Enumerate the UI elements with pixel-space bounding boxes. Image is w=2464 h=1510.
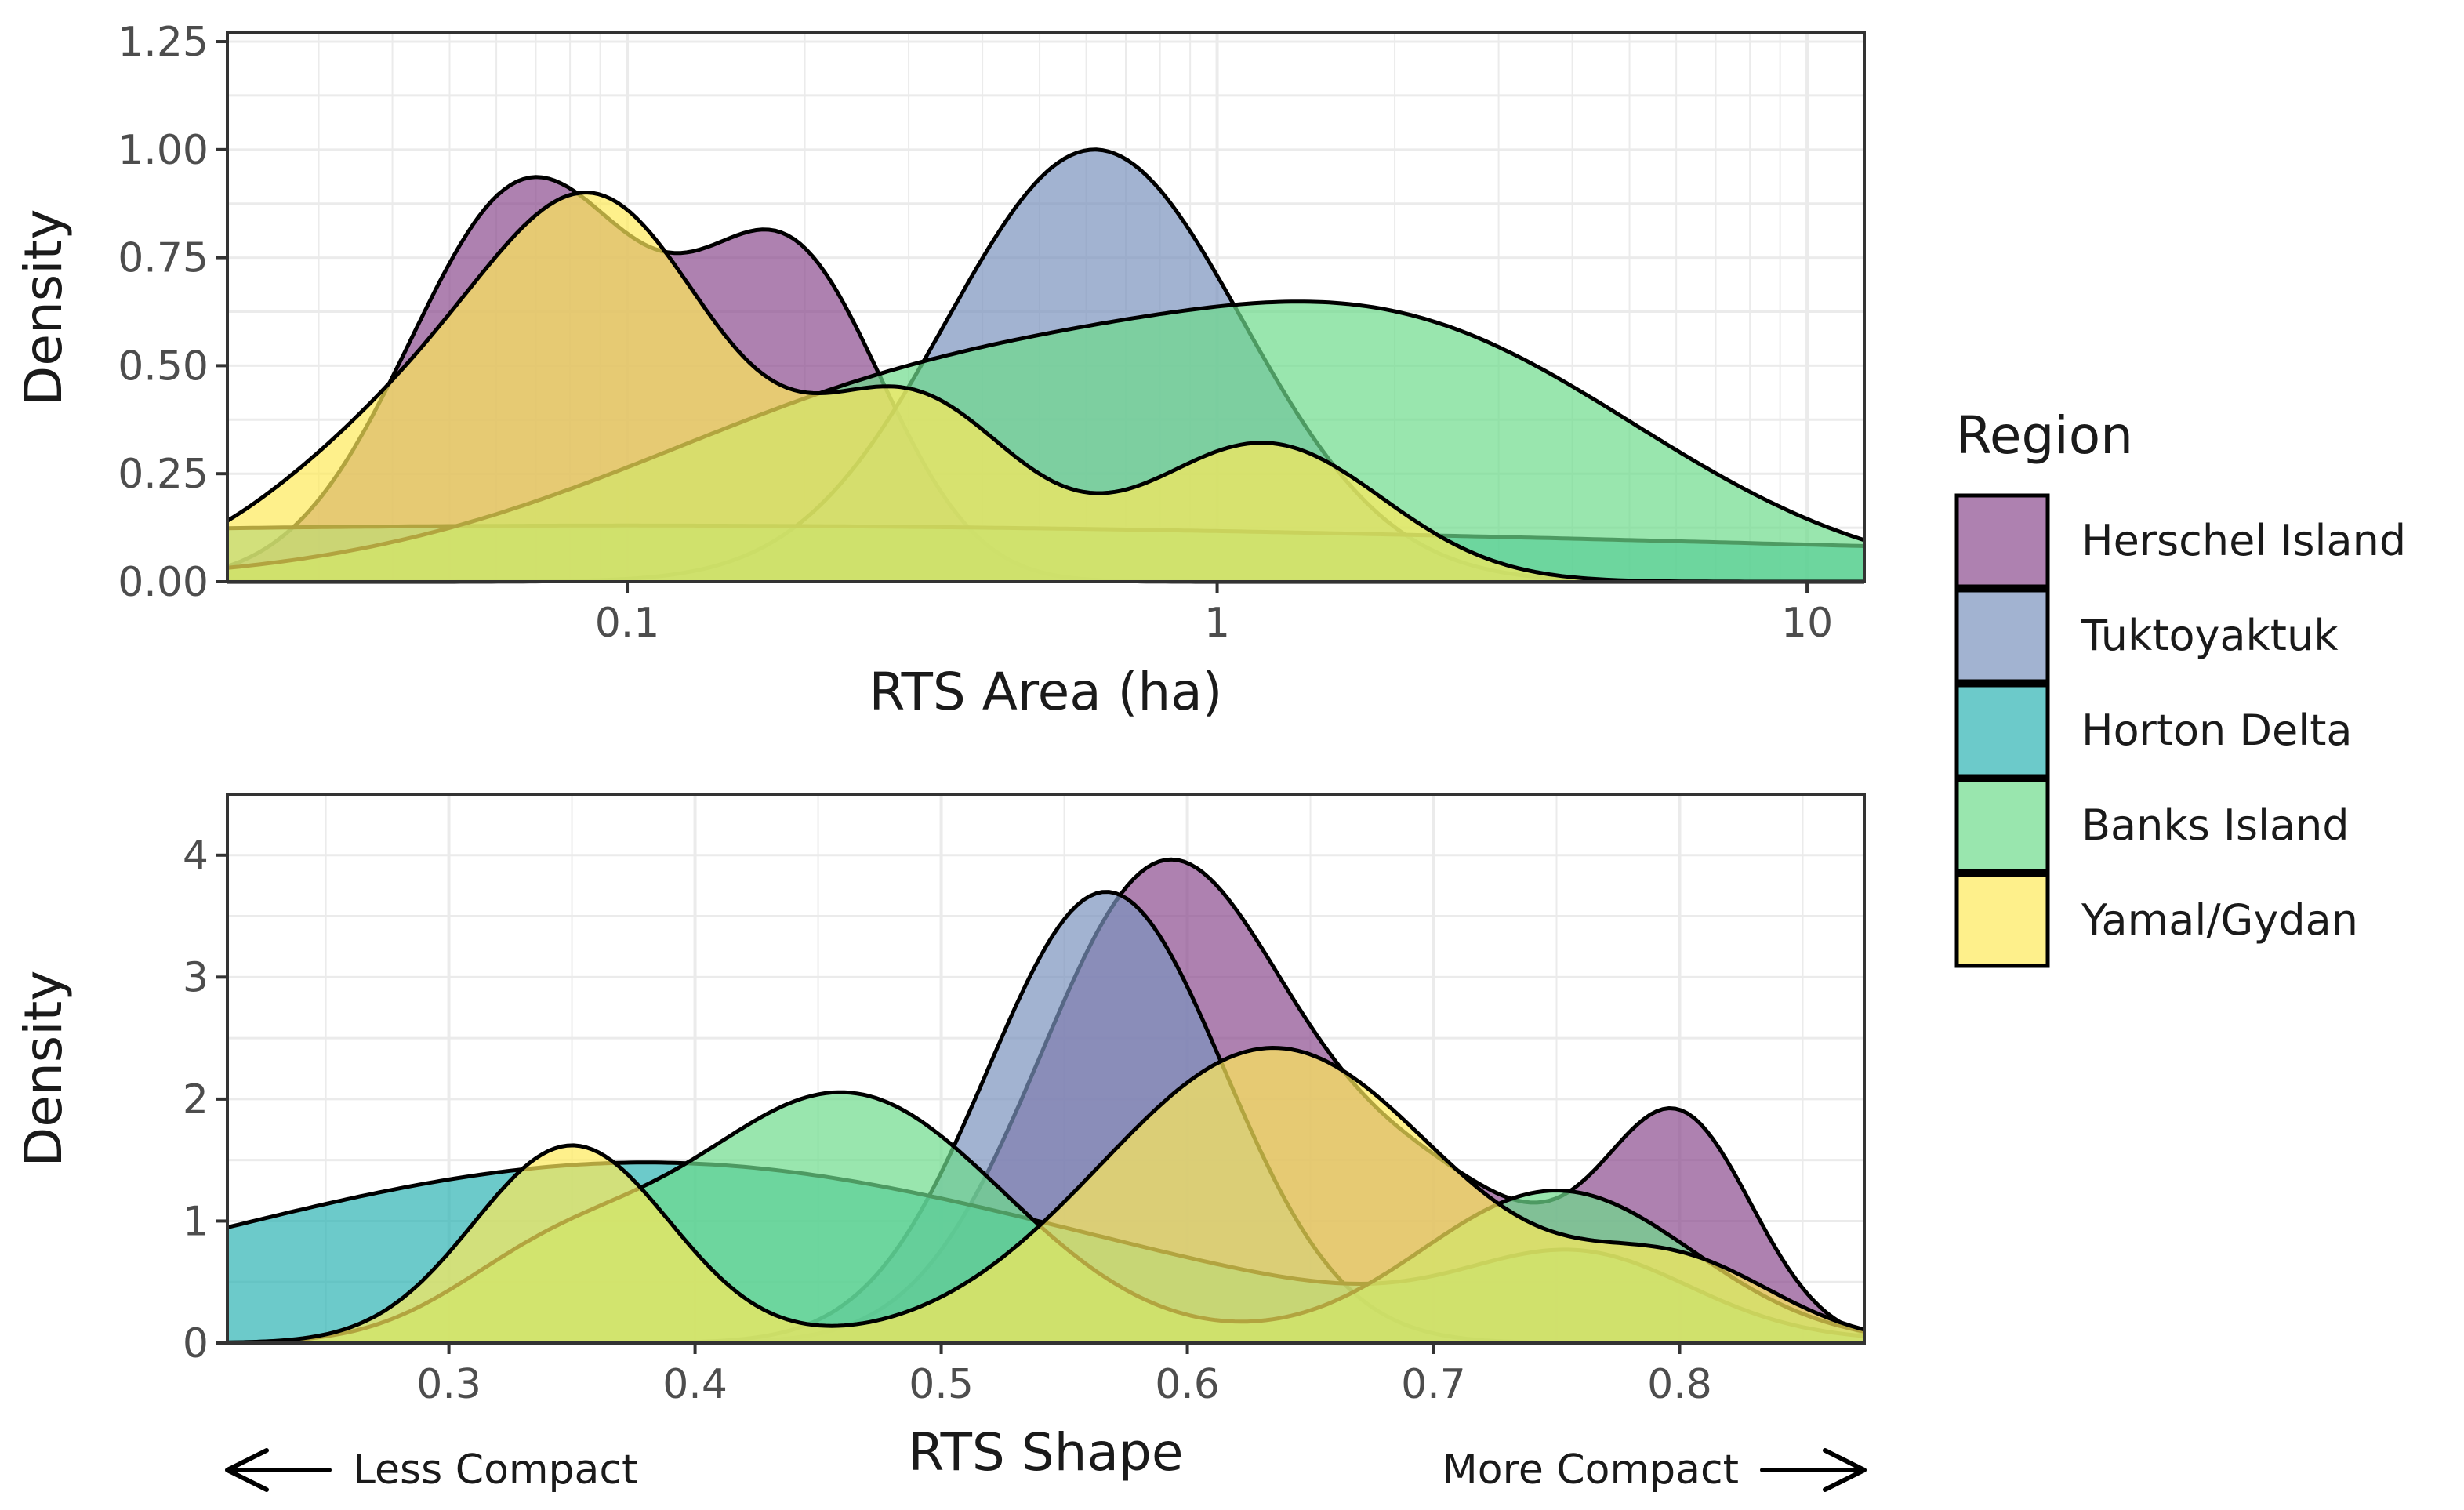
legend-item: Banks Island bbox=[1954, 778, 2350, 873]
y-tick-label: 3 bbox=[183, 954, 209, 1001]
legend-label: Herschel Island bbox=[2081, 516, 2406, 565]
y-tick-label: 1.00 bbox=[118, 127, 209, 174]
more-compact-label: More Compact bbox=[1442, 1446, 1739, 1494]
shape-density-panel: 0 1 2 3 4 0.3 0.4 0.5 0.6 0.7 0.8 RTS Shape Densi… bbox=[13, 793, 1867, 1494]
legend-swatch bbox=[1954, 778, 2050, 873]
shape-panel-border bbox=[226, 793, 1866, 1345]
legend-items: Herschel Island Tuktoyaktuk Horton Delta Ba… bbox=[1954, 493, 2406, 968]
legend-label: Horton Delta bbox=[2081, 706, 2353, 755]
y-tick-label: 4 bbox=[183, 833, 209, 880]
right-arrow-icon bbox=[1760, 1448, 1867, 1492]
legend-title: Region bbox=[1956, 405, 2133, 466]
shape-y-axis-title: Density bbox=[13, 971, 74, 1167]
shape-y-axis: 0 1 2 3 4 bbox=[183, 833, 227, 1367]
x-tick-label: 10 bbox=[1781, 600, 1833, 647]
area-x-axis-title: RTS Area (ha) bbox=[869, 662, 1223, 722]
y-tick-label: 0.75 bbox=[118, 235, 209, 282]
area-panel-border bbox=[226, 31, 1866, 583]
y-tick-label: 0.50 bbox=[118, 343, 209, 390]
legend-swatch bbox=[1954, 588, 2050, 684]
x-tick-label: 0.4 bbox=[662, 1361, 728, 1408]
legend-label: Yamal/Gydan bbox=[2081, 895, 2358, 945]
legend-swatch bbox=[1954, 493, 2050, 589]
area-density-panel: 0.00 0.25 0.50 0.75 1.00 1.25 0.1 1 10 RTS Area… bbox=[13, 19, 1866, 722]
y-tick-label: 0.25 bbox=[118, 451, 209, 498]
legend-item: Horton Delta bbox=[1954, 683, 2353, 779]
density-area-yamal-gydan bbox=[227, 1047, 1864, 1343]
y-tick-label: 1 bbox=[183, 1198, 209, 1245]
density-line-yamal-gydan bbox=[227, 1046, 1865, 1345]
less-compact-annotation: Less Compact bbox=[225, 1446, 637, 1494]
x-tick-label: 0.5 bbox=[909, 1361, 974, 1408]
area-y-axis: 0.00 0.25 0.50 0.75 1.00 1.25 bbox=[118, 19, 227, 606]
shape-density-curves bbox=[227, 857, 1865, 1345]
y-tick-label: 1.25 bbox=[118, 19, 209, 66]
x-tick-label: 0.6 bbox=[1155, 1361, 1220, 1408]
shape-x-axis: 0.3 0.4 0.5 0.6 0.7 0.8 bbox=[416, 1343, 1712, 1408]
density-area-yamal-gydan bbox=[227, 192, 1864, 582]
legend-item: Herschel Island bbox=[1954, 493, 2406, 589]
legend-swatch bbox=[1954, 683, 2050, 779]
y-tick-label: 0.00 bbox=[118, 559, 209, 606]
more-compact-annotation: More Compact bbox=[1442, 1446, 1867, 1494]
x-tick-label: 0.8 bbox=[1647, 1361, 1712, 1408]
left-arrow-icon bbox=[225, 1448, 332, 1492]
legend-label: Tuktoyaktuk bbox=[2081, 611, 2339, 660]
area-y-axis-title: Density bbox=[13, 209, 74, 406]
legend-label: Banks Island bbox=[2081, 800, 2350, 850]
area-density-curves bbox=[226, 147, 1865, 584]
legend-swatch bbox=[1954, 873, 2050, 968]
less-compact-label: Less Compact bbox=[353, 1446, 637, 1494]
density-area-tuktoyaktuk bbox=[227, 891, 1864, 1343]
area-x-axis: 0.1 1 10 bbox=[595, 582, 1833, 647]
legend-item: Tuktoyaktuk bbox=[1954, 588, 2339, 684]
y-tick-label: 2 bbox=[183, 1076, 209, 1123]
legend: Region Herschel Island Tuktoyaktuk Horton … bbox=[1954, 405, 2406, 968]
shape-x-axis-title: RTS Shape bbox=[909, 1422, 1184, 1483]
density-line-yamal-gydan bbox=[226, 191, 1864, 584]
y-tick-label: 0 bbox=[183, 1320, 209, 1367]
x-tick-label: 0.1 bbox=[595, 600, 660, 647]
x-tick-label: 0.7 bbox=[1401, 1361, 1466, 1408]
x-tick-label: 1 bbox=[1204, 600, 1230, 647]
legend-item: Yamal/Gydan bbox=[1954, 873, 2358, 968]
x-tick-label: 0.3 bbox=[416, 1361, 481, 1408]
